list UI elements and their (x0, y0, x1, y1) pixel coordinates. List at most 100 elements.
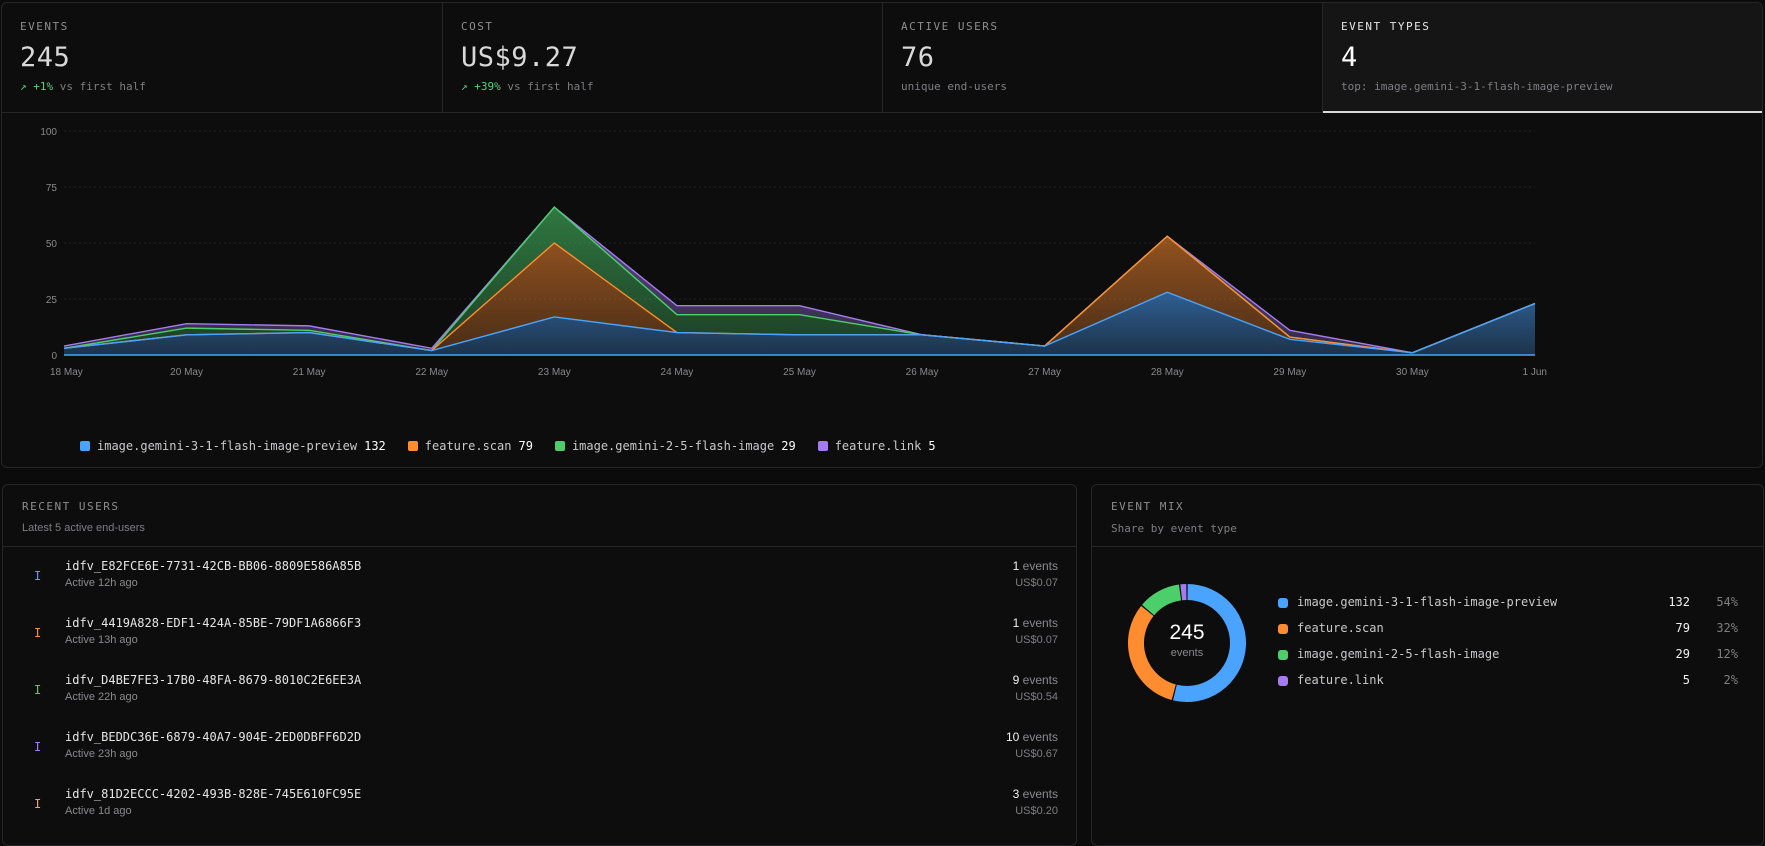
event-type-name: feature.link (1297, 673, 1384, 687)
x-tick-label: 22 May (415, 367, 448, 378)
trend-note: vs first half (60, 80, 146, 93)
event-type-percent: 54% (1704, 595, 1738, 609)
x-tick-label: 20 May (170, 367, 203, 378)
user-last-active: Active 23h ago (65, 748, 138, 760)
event-type-percent: 12% (1704, 647, 1738, 661)
stat-card-events[interactable]: EVENTS 245 ↗ +1% vs first half (2, 3, 443, 113)
stat-label: EVENT TYPES (1341, 20, 1745, 33)
user-events: 1 events (1013, 616, 1058, 630)
stat-value: US$9.27 (461, 42, 864, 73)
x-tick-label: 23 May (538, 367, 571, 378)
user-cost: US$0.07 (1015, 634, 1058, 646)
user-id: idfv_E82FCE6E-7731-42CB-BB06-8809E586A85… (65, 559, 361, 573)
stat-value: 4 (1341, 42, 1745, 73)
donut-total: 245 (1125, 621, 1249, 645)
x-tick-label: 30 May (1396, 367, 1429, 378)
event-type-count: 29 (1676, 647, 1690, 661)
event-type-percent: 2% (1704, 673, 1738, 687)
legend-swatch (408, 441, 418, 451)
legend-swatch (80, 441, 90, 451)
user-last-active: Active 1d ago (65, 805, 132, 817)
event-type-count: 79 (1676, 621, 1690, 635)
donut-total-label: events (1125, 647, 1249, 659)
stat-label: EVENTS (20, 20, 424, 33)
user-cost: US$0.54 (1015, 691, 1058, 703)
event-color-swatch (1278, 650, 1288, 660)
legend-name: image.gemini-2-5-flash-image (572, 439, 774, 453)
user-events: 9 events (1013, 673, 1058, 687)
event-color-swatch (1278, 676, 1288, 686)
user-icon: I (34, 569, 41, 583)
event-type-name: feature.scan (1297, 621, 1384, 635)
stat-value: 76 (901, 42, 1304, 73)
stat-note: top: image.gemini-3-1-flash-image-previe… (1341, 80, 1745, 93)
panel-title: RECENT USERS (22, 500, 1057, 513)
user-cost: US$0.20 (1015, 805, 1058, 817)
user-last-active: Active 13h ago (65, 634, 138, 646)
x-tick-label: 21 May (293, 367, 326, 378)
legend-name: feature.scan (425, 439, 512, 453)
x-tick-label: 28 May (1151, 367, 1184, 378)
user-last-active: Active 12h ago (65, 577, 138, 589)
legend-item[interactable]: image.gemini-3-1-flash-image-preview 132 (80, 439, 386, 453)
stat-card-cost[interactable]: COST US$9.27 ↗ +39% vs first half (443, 3, 883, 113)
events-unit: events (1023, 673, 1058, 687)
user-icon: I (34, 683, 41, 697)
event-mix-panel: EVENT MIX Share by event type 245 events… (1091, 484, 1764, 846)
x-tick-label: 24 May (661, 367, 694, 378)
y-tick-label: 75 (46, 183, 58, 194)
user-event-count: 3 (1013, 787, 1020, 801)
user-cost: US$0.07 (1015, 577, 1058, 589)
user-icon: I (34, 626, 41, 640)
user-events: 10 events (1006, 730, 1058, 744)
legend-name: image.gemini-3-1-flash-image-preview (97, 439, 357, 453)
legend-total: 132 (364, 439, 386, 453)
user-id: idfv_4419A828-EDF1-424A-85BE-79DF1A6866F… (65, 616, 361, 630)
panel-subtitle: Latest 5 active end-users (22, 522, 1057, 534)
legend-item[interactable]: image.gemini-2-5-flash-image 29 (555, 439, 796, 453)
event-color-swatch (1278, 624, 1288, 634)
legend-total: 29 (781, 439, 795, 453)
legend-swatch (555, 441, 565, 451)
y-tick-label: 25 (46, 295, 58, 306)
area-image-gemini-2-5-flash-image (64, 207, 1535, 353)
x-tick-label: 18 May (50, 367, 83, 378)
stat-value: 245 (20, 42, 424, 73)
recent-users-panel: RECENT USERS Latest 5 active end-users I… (2, 484, 1077, 846)
stat-card-active-users[interactable]: ACTIVE USERS 76 unique end-users (883, 3, 1323, 113)
stat-card-event-types[interactable]: EVENT TYPES 4 top: image.gemini-3-1-flas… (1323, 3, 1763, 113)
user-event-count: 1 (1013, 559, 1020, 573)
legend-name: feature.link (835, 439, 922, 453)
stat-label: ACTIVE USERS (901, 20, 1304, 33)
y-tick-label: 0 (51, 351, 57, 362)
event-color-swatch (1278, 598, 1288, 608)
user-events: 3 events (1013, 787, 1058, 801)
panel-subtitle: Share by event type (1111, 522, 1744, 535)
user-id: idfv_81D2ECCC-4202-493B-828E-745E610FC95… (65, 787, 361, 801)
trend-note: vs first half (507, 80, 593, 93)
user-event-count: 1 (1013, 616, 1020, 630)
legend-item[interactable]: feature.scan 79 (408, 439, 533, 453)
x-tick-label: 26 May (906, 367, 939, 378)
events-unit: events (1023, 559, 1058, 573)
user-event-count: 10 (1006, 730, 1019, 744)
event-type-count: 132 (1668, 595, 1690, 609)
event-type-name: image.gemini-3-1-flash-image-preview (1297, 595, 1557, 609)
y-tick-label: 100 (40, 127, 57, 138)
user-event-count: 9 (1013, 673, 1020, 687)
legend-total: 79 (518, 439, 532, 453)
event-mix-row[interactable]: image.gemini-3-1-flash-image-preview 132 5… (1278, 595, 1738, 615)
events-unit: events (1023, 787, 1058, 801)
donut-slice (1148, 592, 1180, 610)
user-icon: I (34, 797, 41, 811)
